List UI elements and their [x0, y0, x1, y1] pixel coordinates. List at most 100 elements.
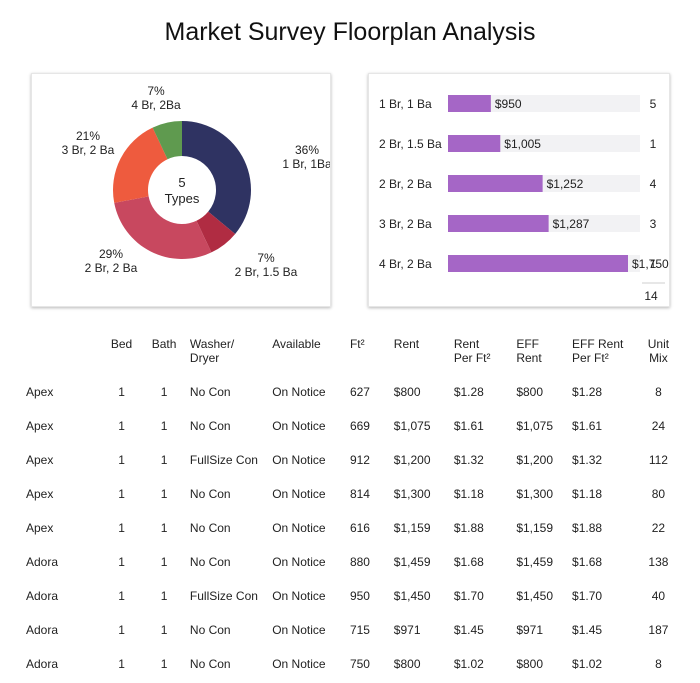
table-cell: $1.28: [453, 385, 484, 399]
table-cell: 669: [349, 419, 370, 433]
donut-slice-label: 4 Br, 2Ba: [131, 98, 181, 112]
donut-slice-label: 2 Br, 2 Ba: [85, 261, 138, 275]
table-row: Adora 1 1 No Con On Notice 880 $1,459 $1.68 $1,4…: [22, 545, 682, 579]
table-row: Adora 1 1 No Con On Notice 715 $971 $1.45 $971 $1…: [22, 613, 682, 647]
table-row: Apex 1 1 No Con On Notice 627 $800 $1.28 $800 $1.…: [22, 375, 682, 409]
table-cell: Adora: [26, 657, 59, 671]
table-header-row: Bed Bath Washer/ Dryer Available Ft² Rent Rent…: [22, 333, 682, 375]
table-cell: 1: [160, 555, 168, 569]
table-cell: 750: [349, 657, 370, 671]
rent-bar: [448, 95, 491, 112]
column-header: Unit Mix: [647, 337, 670, 365]
table-cell: $800: [516, 657, 544, 671]
donut-slice: [196, 211, 236, 253]
table-cell: FullSize Con: [189, 453, 258, 467]
donut-slice-label: 1 Br, 1Ba: [282, 157, 330, 171]
table-cell: On Notice: [272, 453, 326, 467]
table-cell: 1: [118, 623, 125, 637]
bar-count-total: 14: [644, 289, 658, 303]
table-cell: $1.45: [572, 623, 603, 637]
column-header: EFF Rent: [516, 337, 542, 365]
table-cell: 1: [118, 419, 125, 433]
table-cell: 22: [651, 521, 666, 535]
table-cell: No Con: [189, 555, 231, 569]
table-cell: Apex: [26, 487, 54, 501]
donut-slice-percent: 29%: [99, 247, 123, 261]
table-cell: $1,459: [393, 555, 431, 569]
table-cell: 1: [118, 385, 125, 399]
table-cell: $1,159: [393, 521, 431, 535]
donut-slice-percent: 21%: [76, 129, 100, 143]
bar-unit-count: 1: [650, 137, 657, 151]
table-cell: On Notice: [272, 385, 326, 399]
table-cell: 814: [349, 487, 370, 501]
page-title: Market Survey Floorplan Analysis: [164, 18, 536, 46]
column-header: Ft²: [349, 337, 365, 351]
table-cell: $1,200: [516, 453, 554, 467]
bar-category-label: 4 Br, 2 Ba: [379, 257, 432, 271]
table-cell: $1,300: [516, 487, 554, 501]
table-cell: Apex: [26, 521, 54, 535]
table-cell: 715: [349, 623, 370, 637]
table-cell: $1.88: [572, 521, 603, 535]
bar-value-label: $1,287: [553, 217, 590, 231]
table-cell: $1.68: [453, 555, 484, 569]
table-row: Apex 1 1 No Con On Notice 616 $1,159 $1.88 $1,15…: [22, 511, 682, 545]
table-cell: $800: [393, 385, 421, 399]
bar-unit-count: 5: [650, 97, 657, 111]
table-cell: $1,450: [516, 589, 554, 603]
table-cell: On Notice: [272, 589, 326, 603]
bar-category-label: 2 Br, 1.5 Ba: [379, 137, 442, 151]
table-cell: 950: [349, 589, 370, 603]
table-cell: 138: [648, 555, 669, 569]
rent-bar: [448, 135, 501, 152]
average-rent-bar-card: 1 Br, 1 Ba $950 5 2 Br, 1.5 Ba $1,005 1 2 Br, …: [368, 73, 670, 307]
table-cell: Adora: [26, 589, 59, 603]
table-cell: 1: [118, 521, 125, 535]
table-cell: $1.18: [453, 487, 484, 501]
rent-bar: [448, 215, 549, 232]
table-cell: 1: [160, 589, 168, 603]
table-cell: On Notice: [272, 419, 326, 433]
rent-bar: [448, 255, 628, 272]
table-cell: No Con: [189, 657, 231, 671]
table-cell: No Con: [189, 521, 231, 535]
bar-category-label: 1 Br, 1 Ba: [379, 97, 432, 111]
table-cell: $1,075: [516, 419, 554, 433]
bar-value-label: $1,252: [547, 177, 584, 191]
column-header: Rent Per Ft²: [453, 337, 491, 365]
table-cell: $1.45: [453, 623, 484, 637]
table-cell: $1.70: [572, 589, 603, 603]
table-cell: 112: [648, 453, 668, 467]
table-cell: 1: [118, 589, 125, 603]
table-cell: $1.18: [572, 487, 603, 501]
donut-center-label: Types: [165, 191, 200, 206]
table-cell: $1.88: [453, 521, 484, 535]
table-cell: Apex: [26, 385, 54, 399]
table-cell: 187: [648, 623, 669, 637]
table-cell: $1.68: [572, 555, 603, 569]
table-cell: 80: [651, 487, 666, 501]
bar-value-label: $1,005: [504, 137, 541, 151]
table-cell: $1.61: [572, 419, 603, 433]
table-cell: 1: [118, 453, 125, 467]
average-rent-bar-chart: 1 Br, 1 Ba $950 5 2 Br, 1.5 Ba $1,005 1 2 Br, …: [379, 95, 669, 303]
table-cell: $1.02: [572, 657, 603, 671]
table-cell: 1: [160, 385, 168, 399]
rent-bar: [448, 175, 543, 192]
donut-slice: [114, 196, 212, 259]
bar-value-label: $950: [495, 97, 522, 111]
table-cell: $1,450: [393, 589, 431, 603]
table-cell: Adora: [26, 623, 59, 637]
table-cell: 616: [349, 521, 370, 535]
table-cell: On Notice: [272, 555, 326, 569]
table-cell: $1,300: [393, 487, 431, 501]
table-row: Apex 1 1 No Con On Notice 814 $1,300 $1.18 $1,30…: [22, 477, 682, 511]
table-cell: No Con: [189, 419, 231, 433]
bar-value-label: $1,750: [632, 257, 669, 271]
table-cell: On Notice: [272, 623, 326, 637]
table-row: Apex 1 1 FullSize Con On Notice 912 $1,200 $1.3…: [22, 443, 682, 477]
table-cell: 1: [160, 487, 168, 501]
table-cell: $1.32: [572, 453, 603, 467]
